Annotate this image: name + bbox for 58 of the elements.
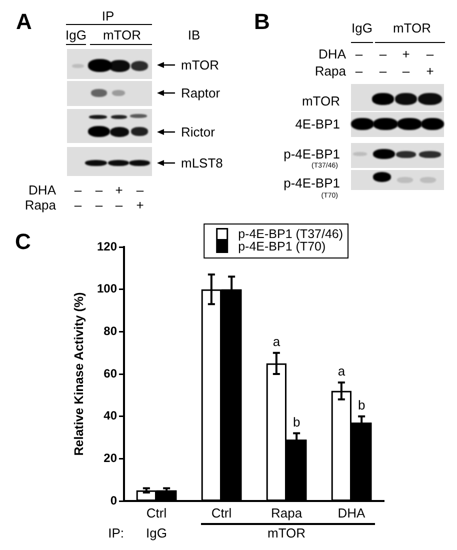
- text: –: [379, 64, 387, 78]
- y-tick-label: 0: [110, 493, 118, 508]
- text: mTOR: [302, 94, 340, 108]
- text: –: [379, 46, 387, 62]
- text: mLST8: [181, 156, 223, 170]
- text: DHA: [318, 46, 346, 62]
- text: mTOR: [181, 58, 220, 72]
- text: B: [254, 9, 270, 34]
- data-label: a: [338, 364, 346, 379]
- text: DHA: [28, 182, 56, 198]
- text: +: [402, 46, 410, 62]
- text: –: [426, 46, 434, 62]
- text: Rapa: [314, 64, 346, 78]
- text: –: [74, 182, 82, 198]
- y-tick-label: 80: [104, 324, 118, 338]
- text: Rictor: [181, 124, 215, 140]
- legend-label: p-4E-BP1 (T37/46): [238, 227, 344, 242]
- y-tick-label: 100: [96, 282, 118, 296]
- text: A: [16, 9, 32, 34]
- text: p-4E-BP1: [284, 176, 340, 190]
- text: IB: [188, 28, 200, 42]
- text: IgG: [352, 20, 372, 36]
- text: mTOR: [267, 526, 306, 541]
- y-axis-title: Relative Kinase Activity (%): [72, 292, 86, 456]
- text: –: [355, 46, 363, 62]
- text: –: [74, 198, 82, 212]
- text: –: [355, 64, 363, 78]
- text: +: [426, 64, 434, 78]
- x-tick-label: Rapa: [270, 505, 303, 520]
- text: IP:: [108, 526, 124, 541]
- y-tick-label: 20: [104, 450, 118, 465]
- y-tick-label: 120: [96, 239, 118, 254]
- text: 4E-BP1: [295, 116, 340, 132]
- x-tick-label: Ctrl: [146, 505, 167, 520]
- text: –: [115, 198, 123, 212]
- text: Raptor: [181, 86, 220, 100]
- text: IgG: [146, 526, 167, 541]
- text: mTOR: [102, 28, 142, 42]
- chart-title: C: [15, 229, 31, 254]
- y-tick-label: 60: [104, 366, 118, 380]
- text: –: [95, 182, 103, 198]
- text: –: [95, 198, 103, 212]
- x-tick-label: DHA: [338, 505, 366, 520]
- text: –: [136, 182, 144, 198]
- y-tick-label: 40: [104, 408, 118, 423]
- text: IP: [102, 8, 114, 24]
- text: +: [136, 198, 144, 212]
- text: p-4E-BP1: [284, 146, 340, 162]
- data-label: b: [358, 397, 366, 412]
- text: +: [115, 182, 123, 198]
- data-label: a: [272, 334, 281, 349]
- text: IgG: [66, 28, 86, 42]
- data-label: b: [292, 414, 300, 430]
- text: Rapa: [24, 198, 56, 212]
- text: –: [402, 64, 410, 78]
- text: mTOR: [392, 20, 432, 36]
- x-tick-label: Ctrl: [211, 505, 232, 520]
- legend-label: p-4E-BP1 (T70): [238, 240, 326, 254]
